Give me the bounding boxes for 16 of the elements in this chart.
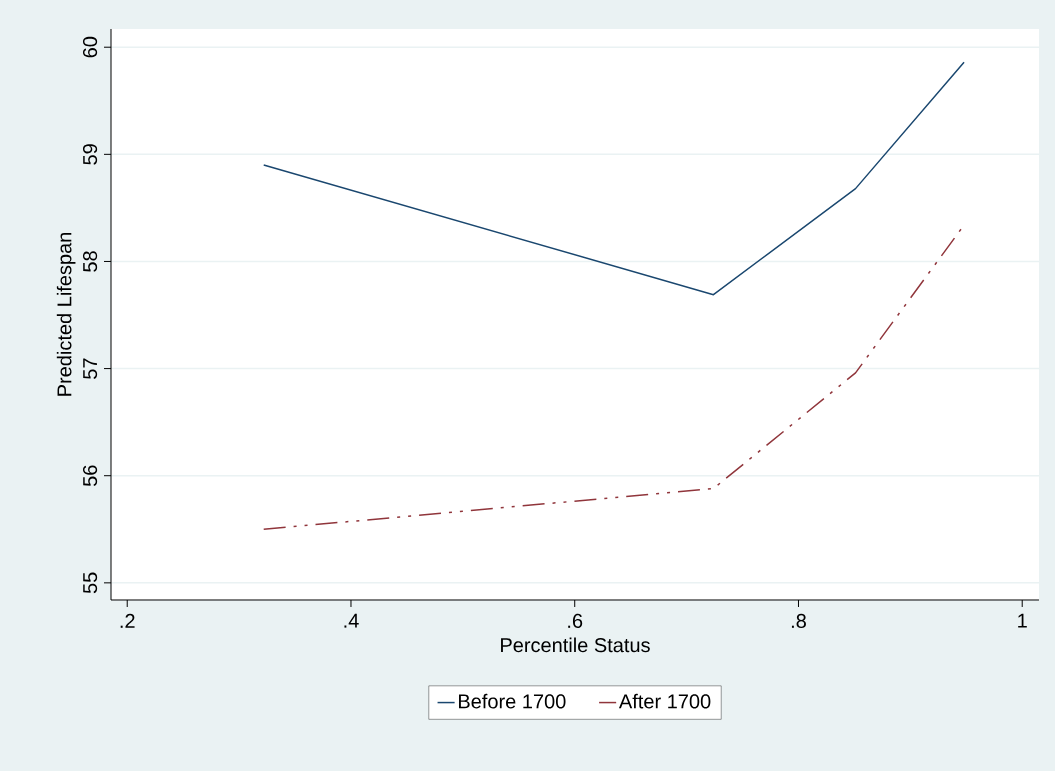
y-axis-title: Predicted Lifespan bbox=[56, 233, 76, 396]
x-tick-label: .6 bbox=[568, 613, 583, 629]
x-axis-title: Percentile Status bbox=[501, 637, 650, 653]
y-tick-label: 55 bbox=[83, 572, 98, 594]
x-tick-label: 1 bbox=[1018, 613, 1027, 628]
y-tick-label: 58 bbox=[82, 251, 98, 272]
y-tick-label: 56 bbox=[82, 465, 98, 487]
x-tick-label: .4 bbox=[344, 613, 359, 628]
y-tick-label: 60 bbox=[82, 36, 98, 58]
y-tick-label: 57 bbox=[83, 358, 98, 379]
line-series bbox=[262, 61, 965, 296]
x-tick-label: .2 bbox=[120, 613, 135, 628]
legend-label: Before 1700 bbox=[459, 693, 566, 709]
x-tick-label: .8 bbox=[791, 613, 806, 629]
legend-label: After 1700 bbox=[618, 693, 711, 709]
y-tick-label: 59 bbox=[82, 144, 98, 165]
